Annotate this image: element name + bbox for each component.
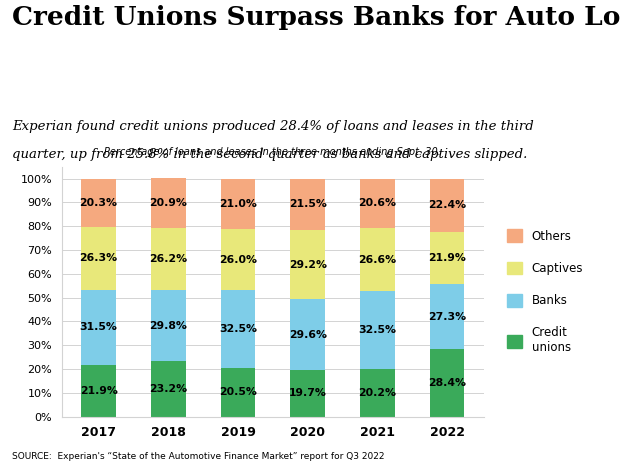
Text: 27.3%: 27.3% xyxy=(428,312,466,322)
Text: 26.6%: 26.6% xyxy=(358,255,396,264)
Bar xyxy=(360,179,395,228)
Bar xyxy=(360,369,395,417)
Text: SOURCE:  Experian's “State of the Automotive Finance Market” report for Q3 2022: SOURCE: Experian's “State of the Automot… xyxy=(12,452,385,461)
Text: 21.0%: 21.0% xyxy=(219,199,257,209)
Text: 26.2%: 26.2% xyxy=(149,254,187,264)
Bar xyxy=(360,228,395,291)
Text: 20.9%: 20.9% xyxy=(149,198,187,208)
Text: 29.6%: 29.6% xyxy=(289,330,327,339)
Text: 20.6%: 20.6% xyxy=(358,198,396,208)
Text: 20.3%: 20.3% xyxy=(79,198,118,208)
Text: 21.9%: 21.9% xyxy=(428,253,466,263)
Bar xyxy=(151,178,186,228)
Text: 26.0%: 26.0% xyxy=(219,255,257,264)
Bar xyxy=(430,232,464,284)
Bar xyxy=(430,179,464,232)
Text: 29.8%: 29.8% xyxy=(149,321,187,331)
Legend: Others, Captives, Banks, Credit
unions: Others, Captives, Banks, Credit unions xyxy=(502,225,588,359)
Text: Experian found credit unions produced 28.4% of loans and leases in the third: Experian found credit unions produced 28… xyxy=(12,120,534,133)
Bar xyxy=(360,291,395,369)
Bar xyxy=(81,227,116,289)
Bar xyxy=(81,179,116,227)
Bar xyxy=(290,230,325,299)
Text: Percentage of loans and leases in the three months ending Sept. 30.: Percentage of loans and leases in the th… xyxy=(104,147,441,156)
Bar xyxy=(430,284,464,349)
Text: 22.4%: 22.4% xyxy=(428,200,466,210)
Text: 21.5%: 21.5% xyxy=(289,199,327,209)
Text: 19.7%: 19.7% xyxy=(289,388,327,398)
Text: 21.9%: 21.9% xyxy=(79,386,118,395)
Bar xyxy=(290,179,325,230)
Bar xyxy=(221,290,255,368)
Bar xyxy=(430,349,464,417)
Text: quarter, up from 25.8% in the second quarter as banks and captives slipped.: quarter, up from 25.8% in the second qua… xyxy=(12,148,528,161)
Text: Credit Unions Surpass Banks for Auto Loans: Credit Unions Surpass Banks for Auto Loa… xyxy=(12,5,620,30)
Bar xyxy=(81,364,116,417)
Bar xyxy=(221,179,255,229)
Bar xyxy=(81,289,116,364)
Text: 20.2%: 20.2% xyxy=(358,388,396,398)
Text: 26.3%: 26.3% xyxy=(79,253,118,263)
Text: 20.5%: 20.5% xyxy=(219,387,257,397)
Bar xyxy=(151,362,186,417)
Bar xyxy=(221,368,255,417)
Bar xyxy=(151,228,186,290)
Text: 28.4%: 28.4% xyxy=(428,378,466,388)
Text: 29.2%: 29.2% xyxy=(289,260,327,269)
Bar xyxy=(151,290,186,362)
Text: 31.5%: 31.5% xyxy=(79,322,118,332)
Text: 23.2%: 23.2% xyxy=(149,384,187,394)
Bar xyxy=(290,370,325,417)
Text: 32.5%: 32.5% xyxy=(358,325,396,335)
Text: 32.5%: 32.5% xyxy=(219,324,257,334)
Bar xyxy=(290,299,325,370)
Bar xyxy=(221,229,255,290)
